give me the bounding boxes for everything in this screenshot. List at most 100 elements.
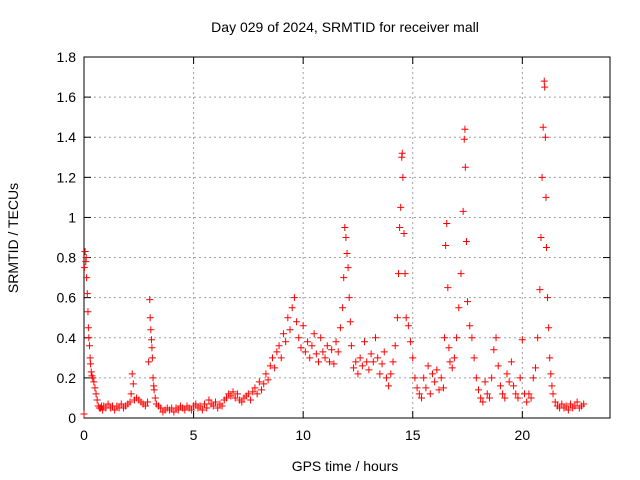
- data-point: [127, 390, 135, 398]
- data-point: [541, 83, 549, 91]
- data-point: [411, 374, 419, 382]
- data-point: [325, 358, 333, 366]
- data-point: [222, 394, 230, 402]
- data-point: [126, 398, 134, 406]
- data-point: [413, 384, 421, 392]
- data-point: [92, 390, 100, 398]
- data-point: [516, 374, 524, 382]
- data-point: [89, 374, 97, 382]
- data-point: [433, 366, 441, 374]
- data-point: [398, 149, 406, 157]
- data-point: [564, 406, 572, 414]
- data-point: [87, 368, 95, 376]
- data-point: [308, 342, 316, 350]
- data-point: [85, 334, 93, 342]
- data-point: [148, 336, 156, 344]
- data-point: [253, 390, 261, 398]
- data-point: [538, 173, 546, 181]
- data-point: [83, 274, 91, 282]
- data-point: [251, 384, 259, 392]
- data-point: [205, 396, 213, 404]
- data-point: [249, 388, 257, 396]
- data-point: [146, 296, 154, 304]
- data-point: [356, 354, 364, 362]
- data-point: [255, 378, 263, 386]
- data-point: [545, 324, 553, 332]
- data-point: [341, 223, 349, 231]
- data-point: [401, 270, 409, 278]
- y-tick-label: 0: [68, 410, 76, 426]
- data-point: [534, 334, 542, 342]
- data-point: [157, 404, 165, 412]
- data-point: [472, 374, 480, 382]
- data-point: [527, 394, 535, 402]
- data-point: [548, 382, 556, 390]
- data-point: [396, 223, 404, 231]
- data-point: [81, 248, 89, 256]
- data-point: [84, 324, 92, 332]
- data-point: [580, 400, 588, 408]
- data-point: [317, 334, 325, 342]
- data-point: [141, 402, 149, 410]
- data-point: [196, 402, 204, 410]
- data-point: [332, 338, 340, 346]
- data-point: [233, 390, 241, 398]
- data-point: [549, 390, 557, 398]
- y-tick-label: 1.6: [57, 89, 77, 105]
- data-point: [512, 390, 520, 398]
- data-point: [387, 370, 395, 378]
- data-point: [148, 344, 156, 352]
- data-point: [304, 338, 312, 346]
- data-point: [499, 390, 507, 398]
- data-point: [385, 382, 393, 390]
- data-point: [402, 314, 410, 322]
- data-point: [376, 370, 384, 378]
- data-point: [546, 354, 554, 362]
- data-point: [490, 346, 498, 354]
- data-point: [277, 354, 285, 362]
- data-point: [435, 386, 443, 394]
- data-point: [117, 400, 125, 408]
- data-point: [229, 388, 237, 396]
- data-point: [361, 338, 369, 346]
- data-point: [286, 326, 294, 334]
- y-tick-label: 1.4: [57, 129, 77, 145]
- data-point: [479, 398, 487, 406]
- data-point: [567, 400, 575, 408]
- data-point: [268, 354, 276, 362]
- data-point: [86, 354, 94, 362]
- data-point: [247, 396, 255, 404]
- data-point: [147, 326, 155, 334]
- data-point: [558, 400, 566, 408]
- data-point: [288, 304, 296, 312]
- y-tick-label: 0.6: [57, 290, 77, 306]
- data-point: [146, 314, 154, 322]
- data-point: [315, 358, 323, 366]
- data-point: [439, 384, 447, 392]
- y-tick-label: 1: [68, 209, 76, 225]
- data-point: [446, 358, 454, 366]
- y-tick-label: 1.8: [57, 49, 77, 65]
- data-point: [503, 370, 511, 378]
- data-point: [346, 318, 354, 326]
- data-point: [352, 358, 360, 366]
- data-point: [537, 234, 545, 241]
- data-point: [507, 358, 515, 366]
- data-point: [445, 344, 453, 352]
- data-point: [443, 219, 451, 227]
- y-tick-label: 1.2: [57, 169, 77, 185]
- data-point: [85, 342, 93, 350]
- data-point: [542, 244, 550, 252]
- data-point: [321, 354, 329, 362]
- data-point: [510, 382, 518, 390]
- data-point: [104, 400, 112, 408]
- data-point: [428, 370, 436, 378]
- data-point: [83, 290, 91, 298]
- data-point: [464, 298, 472, 306]
- data-point: [453, 334, 461, 342]
- data-point: [198, 406, 206, 414]
- x-tick-label: 15: [405, 427, 421, 443]
- data-point: [536, 286, 544, 294]
- data-point: [501, 394, 509, 402]
- data-point: [80, 264, 88, 272]
